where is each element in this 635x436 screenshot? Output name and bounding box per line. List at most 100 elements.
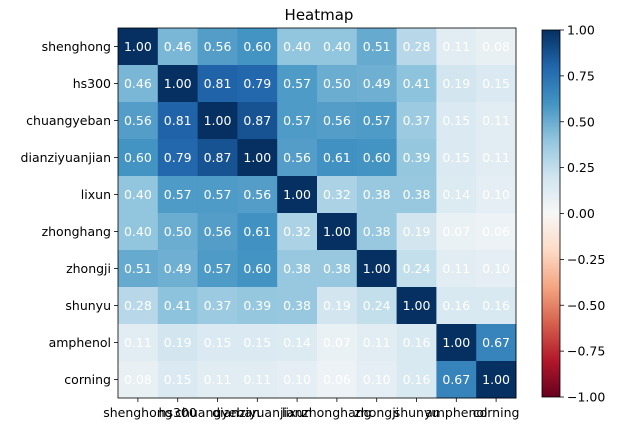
cell-value-label: 0.16 — [403, 372, 431, 387]
cell-value-label: 0.15 — [442, 150, 470, 165]
cell-value-label: 0.32 — [283, 224, 311, 239]
heatmap-cell — [157, 176, 199, 214]
cell-value-label: 0.40 — [124, 187, 152, 202]
cell-value-label: 0.16 — [482, 298, 510, 313]
colorbar-tick-label: 0.25 — [567, 160, 595, 175]
cell-value-label: 0.56 — [323, 113, 351, 128]
cell-value-label: 0.56 — [243, 187, 271, 202]
cell-value-label: 0.79 — [243, 76, 271, 91]
heatmap-cell — [277, 324, 318, 362]
x-tick-label: amphenol — [425, 405, 487, 420]
heatmap-cell — [436, 361, 477, 399]
cell-value-label: 0.06 — [323, 372, 351, 387]
cell-value-label: 0.38 — [283, 298, 311, 313]
cell-value-label: 0.60 — [243, 261, 271, 276]
colorbar-tick-label: 0.50 — [567, 114, 595, 129]
heatmap-cell — [436, 324, 477, 362]
heatmap-cell — [277, 176, 318, 214]
heatmap-cell — [277, 250, 318, 288]
heatmap-cell — [118, 287, 159, 325]
heatmap-cell — [396, 176, 437, 214]
heatmap-cell — [237, 28, 278, 66]
cell-value-label: 1.00 — [243, 150, 271, 165]
cell-value-label: 1.00 — [482, 372, 510, 387]
cell-value-label: 0.14 — [442, 187, 470, 202]
cell-value-label: 0.51 — [363, 39, 391, 54]
cell-value-label: 0.19 — [323, 298, 351, 313]
heatmap-cell — [237, 361, 278, 399]
cell-value-label: 0.40 — [283, 39, 311, 54]
cell-value-label: 0.41 — [164, 298, 192, 313]
cell-value-label: 0.57 — [204, 187, 232, 202]
cell-value-label: 0.57 — [204, 261, 232, 276]
x-tick-label: chuangyeban — [175, 405, 260, 420]
colorbar-tick-label: 1.00 — [567, 23, 595, 38]
y-axis: shenghong hs300 chuangyeban dianziyuanjian l… — [21, 39, 118, 387]
cell-value-label: 1.00 — [204, 113, 232, 128]
cell-value-label: 0.79 — [164, 150, 192, 165]
cell-value-label: 0.11 — [482, 113, 510, 128]
cell-value-label: 0.07 — [442, 224, 470, 239]
y-tick-label: chuangyeban — [26, 113, 111, 128]
heatmap-cell — [317, 324, 358, 362]
heatmap-cell — [157, 324, 199, 362]
heatmap-cell — [317, 361, 358, 399]
heatmap-cell — [356, 250, 398, 288]
heatmap-cell — [237, 65, 278, 103]
cell-value-label: 0.15 — [204, 335, 232, 350]
heatmap-cell — [436, 250, 477, 288]
cell-value-label: 0.81 — [204, 76, 232, 91]
cell-value-label: 0.61 — [243, 224, 271, 239]
cell-value-label: 0.14 — [283, 335, 311, 350]
cell-value-label: 0.49 — [164, 261, 192, 276]
cell-value-label: 0.67 — [482, 335, 510, 350]
cell-value-label: 0.10 — [283, 372, 311, 387]
heatmap-cell — [118, 176, 159, 214]
cell-value-label: 0.57 — [283, 113, 311, 128]
cell-value-label: 0.37 — [204, 298, 232, 313]
heatmap-cell — [436, 65, 477, 103]
colorbar-gradient — [541, 29, 561, 398]
heatmap-cell — [237, 139, 278, 177]
cell-value-label: 0.87 — [243, 113, 271, 128]
heatmap-cell — [396, 102, 437, 140]
cell-value-label: 0.38 — [363, 187, 391, 202]
heatmap-cell — [476, 139, 517, 177]
heatmap-cell — [396, 361, 437, 399]
heatmap-cell — [197, 213, 238, 251]
heatmap-cell — [317, 102, 358, 140]
colorbar-tick-label: −0.50 — [567, 298, 605, 313]
heatmap-cell — [476, 176, 517, 214]
cell-value-label: 0.11 — [204, 372, 232, 387]
heatmap-cell — [197, 28, 238, 66]
heatmap-cell — [356, 65, 398, 103]
heatmap-cell — [476, 287, 517, 325]
cell-value-label: 0.11 — [482, 150, 510, 165]
x-tick-label: shunyu — [394, 405, 440, 420]
cell-value-label: 0.11 — [442, 261, 470, 276]
cell-value-label: 0.50 — [164, 224, 192, 239]
heatmap-cell — [277, 102, 318, 140]
heatmap-cell — [396, 139, 437, 177]
cell-value-label: 0.19 — [164, 335, 192, 350]
cell-value-label: 0.38 — [283, 261, 311, 276]
heatmap-cell — [197, 250, 238, 288]
cell-value-label: 0.10 — [482, 187, 510, 202]
cell-value-label: 0.38 — [323, 261, 351, 276]
cell-value-label: 0.50 — [323, 76, 351, 91]
heatmap-cell-labels: 1.00 0.46 0.56 0.60 0.40 0.40 0.51 0.28 0.11 0.08… — [124, 39, 510, 387]
y-tick-label: zhonghang — [42, 224, 111, 239]
heatmap-cell — [317, 287, 358, 325]
heatmap-cell — [157, 287, 199, 325]
heatmap-cell — [317, 213, 358, 251]
heatmap-cell — [197, 324, 238, 362]
heatmap-cell — [118, 324, 159, 362]
cell-value-label: 0.56 — [124, 113, 152, 128]
cell-value-label: 0.56 — [204, 39, 232, 54]
cell-value-label: 0.37 — [403, 113, 431, 128]
cell-value-label: 0.08 — [124, 372, 152, 387]
heatmap-cell — [356, 139, 398, 177]
cell-value-label: 1.00 — [363, 261, 391, 276]
cell-value-label: 0.39 — [243, 298, 271, 313]
cell-value-label: 0.46 — [164, 39, 192, 54]
